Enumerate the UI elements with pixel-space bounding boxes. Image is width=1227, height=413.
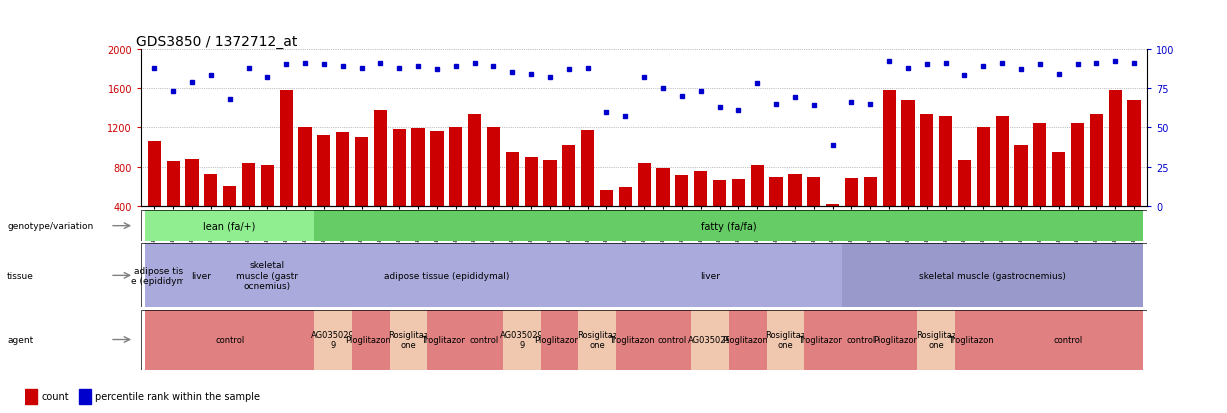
Bar — [374, 110, 387, 246]
Bar — [958, 160, 971, 246]
Bar — [25, 389, 37, 404]
Text: Rosiglitaz
one: Rosiglitaz one — [917, 330, 956, 349]
Bar — [167, 161, 179, 246]
Text: control: control — [470, 335, 498, 344]
Text: Pioglitazone: Pioglitazone — [534, 335, 585, 344]
Text: fatty (fa/fa): fatty (fa/fa) — [701, 221, 757, 231]
Bar — [882, 91, 896, 246]
Bar — [638, 164, 650, 246]
Bar — [393, 130, 406, 246]
Text: Troglitazone: Troglitazone — [948, 335, 999, 344]
Bar — [242, 164, 255, 246]
Text: Troglitazone: Troglitazone — [421, 335, 471, 344]
Text: Rosiglitaz
one: Rosiglitaz one — [766, 330, 806, 349]
Bar — [1052, 152, 1065, 246]
Text: tissue: tissue — [7, 271, 34, 280]
Text: adipose tissue (epididymal): adipose tissue (epididymal) — [384, 271, 509, 280]
Bar — [562, 146, 575, 246]
Bar — [769, 177, 783, 246]
Bar — [411, 129, 425, 246]
Bar — [582, 131, 594, 246]
Bar — [713, 181, 726, 246]
Bar — [147, 142, 161, 246]
Bar — [298, 128, 312, 246]
Bar — [600, 191, 614, 246]
Bar — [1033, 124, 1047, 246]
Text: AG035029: AG035029 — [688, 335, 733, 344]
Text: percentile rank within the sample: percentile rank within the sample — [96, 392, 260, 401]
Bar — [1090, 114, 1103, 246]
Bar — [939, 116, 952, 246]
Text: GDS3850 / 1372712_at: GDS3850 / 1372712_at — [136, 35, 297, 49]
Bar — [185, 159, 199, 246]
Bar — [506, 152, 519, 246]
Bar — [788, 174, 801, 246]
Text: Pioglitazone: Pioglitazone — [872, 335, 924, 344]
Text: control: control — [215, 335, 244, 344]
Bar — [336, 133, 350, 246]
Bar — [977, 128, 990, 246]
Bar — [656, 168, 670, 246]
Text: liver: liver — [701, 271, 720, 280]
Text: Rosiglitaz
one: Rosiglitaz one — [577, 330, 617, 349]
Bar — [544, 160, 557, 246]
Bar — [1071, 124, 1085, 246]
Bar — [751, 165, 764, 246]
Bar — [318, 136, 330, 246]
Text: control: control — [658, 335, 687, 344]
Text: genotype/variation: genotype/variation — [7, 222, 93, 230]
Bar — [261, 165, 274, 246]
Bar — [694, 171, 707, 246]
Bar — [1109, 91, 1121, 246]
Bar — [467, 114, 481, 246]
Text: Pioglitazone: Pioglitazone — [346, 335, 396, 344]
Text: control: control — [1054, 335, 1082, 344]
Bar — [920, 114, 934, 246]
Text: Pioglitazone: Pioglitazone — [723, 335, 773, 344]
Bar — [449, 128, 463, 246]
Text: AG035029
9: AG035029 9 — [312, 330, 355, 349]
Bar — [995, 116, 1009, 246]
Bar — [431, 132, 443, 246]
Bar — [675, 175, 688, 246]
Text: adipose tissu
e (epididymal): adipose tissu e (epididymal) — [131, 266, 196, 285]
Bar — [524, 157, 537, 246]
Bar — [826, 204, 839, 246]
Bar — [223, 187, 237, 246]
Bar — [280, 91, 293, 246]
Text: skeletal
muscle (gastr
ocnemius): skeletal muscle (gastr ocnemius) — [237, 261, 298, 290]
Text: AG035029
9: AG035029 9 — [499, 330, 544, 349]
Bar — [79, 389, 91, 404]
Bar — [731, 180, 745, 246]
Text: skeletal muscle (gastrocnemius): skeletal muscle (gastrocnemius) — [919, 271, 1066, 280]
Bar — [618, 188, 632, 246]
Text: control: control — [847, 335, 876, 344]
Text: lean (fa/+): lean (fa/+) — [204, 221, 256, 231]
Text: Rosiglitaz
one: Rosiglitaz one — [389, 330, 428, 349]
Text: Troglitazone: Troglitazone — [610, 335, 660, 344]
Bar — [845, 179, 858, 246]
Bar — [1128, 101, 1141, 246]
Bar — [864, 177, 877, 246]
Bar — [204, 174, 217, 246]
Bar — [807, 177, 821, 246]
Bar — [902, 101, 914, 246]
Text: liver: liver — [191, 271, 211, 280]
Bar — [1015, 146, 1027, 246]
Text: Troglitazone: Troglitazone — [798, 335, 849, 344]
Text: count: count — [42, 392, 69, 401]
Bar — [355, 138, 368, 246]
Text: agent: agent — [7, 335, 33, 344]
Bar — [487, 128, 501, 246]
